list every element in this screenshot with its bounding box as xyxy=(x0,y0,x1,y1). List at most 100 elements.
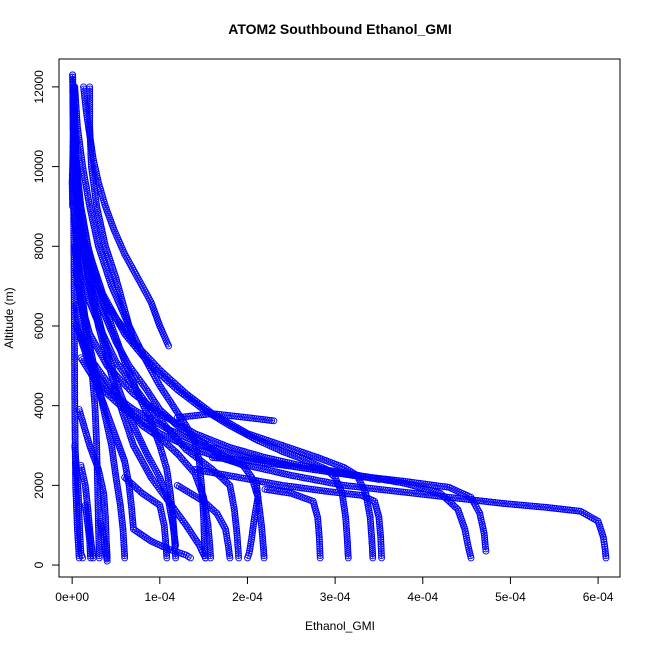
data-point xyxy=(339,496,347,504)
data-point xyxy=(108,444,116,452)
data-point xyxy=(414,490,422,498)
data-point xyxy=(443,493,451,501)
data-point xyxy=(559,505,567,513)
data-point xyxy=(379,486,387,494)
data-point xyxy=(582,511,590,519)
x-tick-label: 2e-04 xyxy=(232,590,263,604)
data-point xyxy=(70,340,78,348)
data-point xyxy=(384,486,392,494)
data-point xyxy=(129,514,136,522)
data-point xyxy=(369,552,377,560)
x-axis: 0e+00 1e-04 2e-04 3e-04 4e-04 5e-04 6e-04 xyxy=(55,576,614,604)
data-point xyxy=(171,419,179,426)
data-point xyxy=(340,505,348,512)
data-point xyxy=(475,507,483,515)
data-point xyxy=(552,505,560,512)
data-point xyxy=(240,427,248,435)
data-point xyxy=(481,536,489,544)
data-point xyxy=(408,489,416,497)
y-tick-label: 12000 xyxy=(32,70,46,104)
data-point xyxy=(493,499,501,507)
data-points xyxy=(68,71,610,565)
data-point xyxy=(353,483,361,491)
data-point xyxy=(188,530,196,538)
chart-title: ATOM2 Southbound Ethanol_GMI xyxy=(228,21,451,37)
data-point xyxy=(342,518,350,526)
data-point xyxy=(101,358,109,366)
data-point xyxy=(480,531,488,539)
data-point xyxy=(479,525,487,533)
data-point xyxy=(258,526,266,534)
data-point xyxy=(145,389,153,397)
data-point xyxy=(557,505,565,513)
data-point xyxy=(568,506,576,514)
data-point xyxy=(441,493,449,501)
data-point xyxy=(481,540,489,548)
data-point xyxy=(93,439,101,447)
data-point xyxy=(94,499,102,507)
data-point xyxy=(143,386,151,394)
data-point xyxy=(71,366,79,374)
data-point xyxy=(71,214,79,221)
data-point xyxy=(489,498,497,506)
data-point xyxy=(481,543,489,551)
data-point xyxy=(120,536,128,544)
data-point xyxy=(467,554,475,562)
data-point xyxy=(142,424,150,432)
data-point xyxy=(371,485,379,493)
data-point xyxy=(92,424,100,432)
data-point xyxy=(482,547,490,555)
data-point xyxy=(164,414,172,422)
data-point xyxy=(555,505,563,513)
data-point xyxy=(369,550,377,558)
data-point xyxy=(71,349,78,356)
data-point xyxy=(461,527,469,535)
data-point xyxy=(364,484,372,492)
data-point xyxy=(93,442,101,449)
data-point xyxy=(600,538,608,546)
data-point xyxy=(434,482,442,490)
data-point xyxy=(480,529,488,537)
data-point xyxy=(401,488,409,496)
data-point xyxy=(135,529,143,537)
x-tick-label: 1e-04 xyxy=(144,590,175,604)
data-point xyxy=(147,393,155,401)
data-point xyxy=(600,536,608,543)
data-point xyxy=(189,532,197,540)
data-point xyxy=(71,404,79,412)
x-tick-label: 4e-04 xyxy=(407,590,438,604)
data-point xyxy=(193,538,201,545)
data-point xyxy=(425,481,433,489)
data-point xyxy=(126,486,134,494)
data-point xyxy=(351,483,359,491)
data-point xyxy=(259,537,267,545)
data-point xyxy=(71,437,79,445)
data-point xyxy=(114,484,122,492)
y-axis: 0 2000 4000 6000 8000 10000 12000 xyxy=(32,70,60,568)
data-point xyxy=(406,489,414,497)
data-point xyxy=(94,345,102,353)
data-point xyxy=(259,532,266,540)
data-point xyxy=(71,426,79,434)
data-point xyxy=(119,527,127,535)
data-point xyxy=(71,415,79,423)
data-point xyxy=(258,528,266,536)
data-point xyxy=(478,497,486,505)
data-point xyxy=(526,502,534,510)
data-point xyxy=(79,298,87,306)
data-point xyxy=(71,360,78,368)
data-point xyxy=(258,521,265,529)
data-point xyxy=(360,484,368,492)
data-point xyxy=(362,484,370,492)
data-point xyxy=(71,382,79,390)
data-point xyxy=(131,526,139,534)
data-point xyxy=(570,507,578,514)
data-point xyxy=(421,491,429,499)
data-point xyxy=(71,395,79,403)
data-point xyxy=(443,483,451,491)
data-point xyxy=(120,545,128,553)
data-point xyxy=(425,491,433,499)
data-point xyxy=(186,527,194,535)
data-point xyxy=(469,496,477,504)
data-point xyxy=(81,311,89,319)
